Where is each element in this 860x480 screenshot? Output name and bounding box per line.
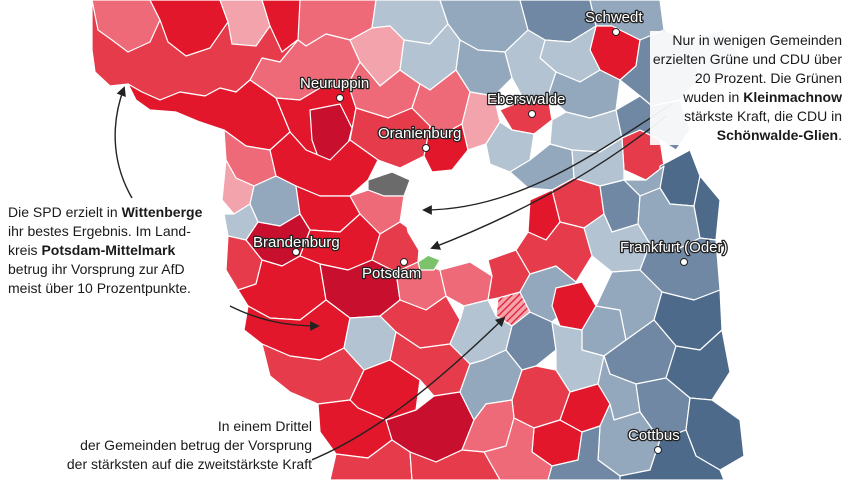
annotation-highlight: Schönwalde-Glien [716, 127, 839, 143]
city-dot-icon [612, 28, 620, 36]
city-label: Brandenburg [253, 234, 340, 251]
map-regions [91, 0, 745, 480]
region [127, 79, 291, 151]
city-markers: Schwedt Neuruppin Eberswalde Oranienburg… [252, 8, 729, 454]
annotation-text: Nur in wenigen Gemeinden erzielten Grüne… [652, 32, 842, 105]
arrow-to-municipalities [295, 316, 506, 467]
city-label: Schwedt [585, 9, 643, 26]
annotation-text: betrug ihr Vorsprung zur AfD meist über … [8, 261, 191, 296]
city-marker: Neuruppin [299, 74, 371, 102]
annotation-vorsprung-drittel: In einem Drittel der Gemeinden betrug de… [30, 417, 312, 474]
city-label: Eberswalde [487, 91, 565, 108]
city-dot-icon [528, 110, 536, 118]
city-dot-icon [292, 248, 300, 256]
city-dot-icon [680, 258, 688, 266]
city-label: Oranienburg [378, 125, 461, 142]
annotation-text: . [838, 127, 842, 143]
city-dot-icon [654, 446, 662, 454]
city-label: Potsdam [362, 265, 421, 282]
arrow-to-potsdam-mittelmark [229, 305, 320, 331]
city-dot-icon [336, 94, 344, 102]
annotation-text: stärkste Kraft, die CDU in [684, 108, 842, 124]
annotation-arrows [114, 86, 673, 467]
region [547, 425, 621, 480]
annotation-gruene-cdu: Nur in wenigen Gemeinden erzielten Grüne… [650, 31, 842, 145]
annotation-line: In einem Drittel [217, 418, 312, 434]
annotation-line: der stärksten auf die zweitstärkste Kraf… [66, 456, 312, 472]
annotation-spd-wittenberge: Die SPD erzielt in Wittenberge ihr beste… [8, 203, 213, 298]
arrow-to-kleinmachnow [430, 115, 667, 250]
region [693, 175, 721, 241]
region [409, 449, 501, 480]
city-dot-icon [400, 258, 408, 266]
city-marker: Brandenburg [252, 233, 341, 256]
annotation-text: ihr bestes Ergebnis. Im Land­kreis [8, 223, 191, 258]
city-marker: Potsdam [361, 258, 423, 283]
region [619, 429, 725, 480]
arrow-to-wittenberge [114, 86, 133, 199]
city-dot-icon [422, 144, 430, 152]
annotation-highlight: Potsdam-Mittelmark [41, 242, 176, 258]
region [219, 0, 271, 47]
region [485, 121, 535, 173]
berlin-area [403, 175, 527, 263]
city-marker: Oranienburg [377, 124, 463, 152]
city-label: Cottbus [628, 427, 680, 444]
city-marker: Frankfurt (Oder) [619, 238, 729, 266]
city-label: Neuruppin [300, 75, 369, 92]
region [261, 0, 301, 53]
annotation-highlight: Kleinmachnow [743, 89, 842, 105]
city-label: Frankfurt (Oder) [620, 239, 728, 256]
arrow-to-schoenwalde-glien [422, 103, 673, 215]
city-marker: Cottbus [627, 426, 681, 454]
city-marker: Schwedt [584, 8, 645, 36]
region [515, 221, 593, 283]
annotation-line: der Gemeinden betrug der Vorsprung [80, 437, 312, 453]
city-marker: Eberswalde [486, 90, 567, 118]
annotation-highlight: Wittenberge [121, 204, 203, 220]
annotation-text: Die SPD erzielt in [8, 204, 122, 220]
